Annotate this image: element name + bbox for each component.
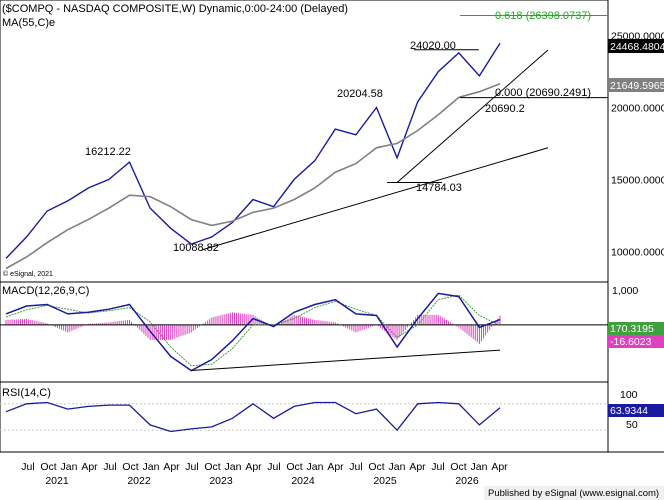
- rsi-ytick-100: 100: [620, 389, 638, 401]
- annot-low-2022: 10088.82: [173, 242, 219, 254]
- annot-low-2025: 14784.03: [416, 182, 462, 194]
- x-year-label: 2021: [45, 475, 69, 487]
- steep-trendline: [396, 49, 549, 183]
- copyright-text: © eSignal, 2021: [3, 270, 53, 278]
- ma-label: MA(55,C)e: [2, 17, 55, 29]
- macd-trendline: [191, 349, 501, 372]
- macd-series-group: [0, 292, 608, 372]
- x-month-label: Jul: [349, 461, 362, 473]
- annot-peak-2021: 16212.22: [85, 146, 131, 158]
- x-month-label: Jul: [21, 461, 34, 473]
- x-month-label: Jan: [61, 461, 78, 473]
- x-year-label: 2022: [127, 475, 151, 487]
- rsi-line: [5, 401, 501, 433]
- footer-text: Published by eSignal (www.esignal.com): [488, 488, 659, 499]
- x-month-label: Apr: [491, 461, 508, 473]
- macd-panel-frame: [0, 281, 609, 383]
- price-panel-frame: [0, 0, 609, 283]
- x-month-label: Oct: [368, 461, 384, 473]
- rsi-panel-frame: [0, 381, 609, 453]
- price-ytick: 15000.0000: [611, 174, 664, 186]
- price-line: [5, 42, 501, 259]
- ma-line: [5, 83, 501, 270]
- price-ytick: 20000.0000: [611, 103, 664, 115]
- rsi-last-value: 63.9344: [610, 405, 648, 417]
- x-month-label: Oct: [286, 461, 302, 473]
- rsi-title: RSI(14,C): [2, 387, 51, 399]
- macd-tag-bg: [608, 322, 664, 335]
- annot-fib-618: 0.618 (26398.0737): [495, 10, 591, 22]
- annot-peak-2025: 24020.00: [410, 40, 456, 52]
- chart-title: ($COMPQ - NASDAQ COMPOSITE,W) Dynamic,0:…: [2, 3, 348, 15]
- annot-fib-0: 0.000 (20690.2491): [495, 87, 591, 99]
- x-month-label: Apr: [81, 461, 98, 473]
- x-month-label: Jan: [471, 461, 488, 473]
- rsi-series-group: [0, 401, 608, 433]
- x-month-label: Oct: [122, 461, 138, 473]
- x-year-label: 2023: [209, 475, 233, 487]
- x-month-label: Oct: [204, 461, 220, 473]
- x-month-label: Apr: [245, 461, 262, 473]
- x-year-label: 2026: [455, 475, 479, 487]
- x-month-label: Jul: [103, 461, 116, 473]
- x-month-label: Jan: [143, 461, 160, 473]
- x-year-label: 2024: [291, 475, 315, 487]
- annot-low-2026: 20690.2: [485, 103, 525, 115]
- price-tag-bg: [608, 39, 664, 53]
- rsi-tag-bg: [608, 404, 664, 417]
- x-month-label: Jul: [185, 461, 198, 473]
- price-last-value: 24468.4804: [610, 41, 664, 53]
- x-year-label: 2025: [373, 475, 397, 487]
- macd-ytick-1000: 1,000: [612, 285, 638, 297]
- price-ytick: 10000.0000: [611, 246, 664, 258]
- macd-line: [5, 292, 501, 372]
- x-month-label: Jul: [267, 461, 280, 473]
- x-month-label: Jan: [307, 461, 324, 473]
- ma-last-value: 21649.5965: [610, 80, 664, 92]
- x-month-label: Oct: [40, 461, 56, 473]
- x-month-label: Jul: [431, 461, 444, 473]
- x-month-label: Oct: [450, 461, 466, 473]
- x-month-label: Jan: [389, 461, 406, 473]
- x-month-label: Apr: [409, 461, 426, 473]
- x-month-label: Apr: [163, 461, 180, 473]
- signal-last-value: -16.6023: [610, 336, 652, 348]
- footer-bg: [484, 486, 664, 500]
- macd-title: MACD(12,26,9,C): [2, 285, 89, 297]
- x-month-label: Jan: [225, 461, 242, 473]
- annot-peak-2024: 20204.58: [337, 88, 383, 100]
- signal-tag-bg: [608, 335, 664, 348]
- rsi-ytick-50: 50: [626, 419, 638, 431]
- macd-last-value: 170.3195: [610, 323, 654, 335]
- x-month-label: Apr: [327, 461, 344, 473]
- support-trendline: [201, 147, 549, 251]
- ma-tag-bg: [608, 78, 664, 92]
- axis-labels-group: Jul Oct Jan Apr Jul Oct Jan Apr Jul Oct Jan Apr Jul O…: [21, 461, 508, 487]
